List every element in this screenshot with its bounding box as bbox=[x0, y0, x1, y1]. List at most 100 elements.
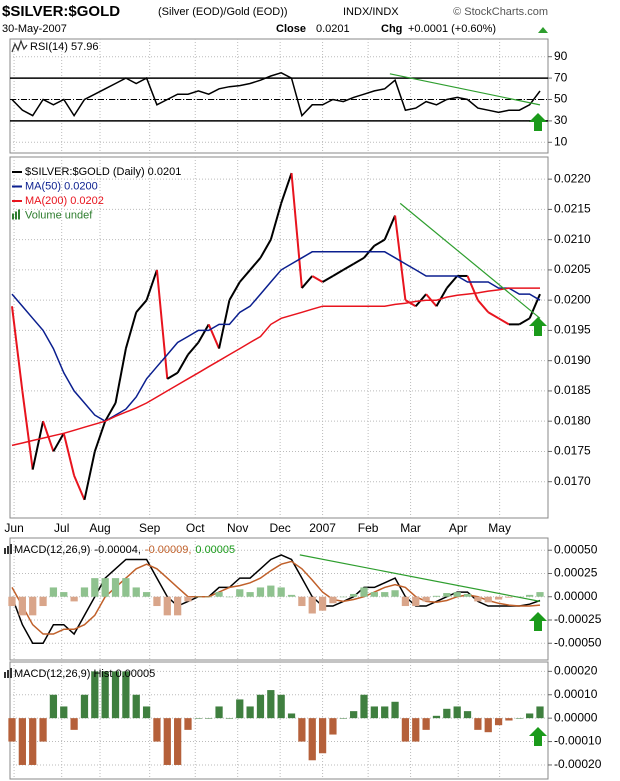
bar bbox=[308, 596, 316, 614]
bar bbox=[122, 671, 130, 719]
panel-title: MACD(12,26,9) -0.00004, -0.00009, 0.00005 bbox=[14, 544, 235, 556]
price-segment bbox=[498, 317, 510, 326]
trendline bbox=[389, 73, 541, 106]
bar bbox=[515, 718, 523, 719]
price-segment bbox=[249, 257, 262, 271]
bar bbox=[60, 592, 68, 597]
price-segment bbox=[290, 173, 303, 289]
y-tick-label: 0.0195 bbox=[554, 323, 591, 337]
description: (Silver (EOD)/Gold (EOD)) bbox=[158, 6, 288, 18]
bar bbox=[163, 596, 171, 616]
bar bbox=[153, 718, 161, 742]
bar bbox=[277, 694, 285, 719]
price-segment bbox=[145, 269, 158, 301]
legend-label: $SILVER:$GOLD (Daily) 0.0201 bbox=[25, 166, 181, 178]
close: 0.0201 bbox=[316, 23, 350, 35]
date: 30-May-2007 bbox=[2, 23, 67, 35]
series-line bbox=[11, 71, 541, 118]
y-tick-label: 0.0170 bbox=[554, 474, 591, 488]
price-segment bbox=[301, 275, 313, 289]
bar bbox=[370, 706, 378, 719]
bar bbox=[401, 718, 410, 742]
up-indicator bbox=[538, 27, 548, 33]
close-label: Close bbox=[276, 23, 306, 35]
bar bbox=[225, 596, 234, 598]
bar bbox=[122, 578, 130, 597]
y-tick-label: 50 bbox=[554, 92, 568, 106]
arrows bbox=[529, 113, 547, 746]
title-icon bbox=[7, 670, 9, 678]
price-segment bbox=[187, 341, 200, 356]
legend-swatch bbox=[15, 211, 17, 220]
price-segment bbox=[477, 299, 489, 313]
bar bbox=[215, 706, 223, 719]
panel-title-text: MACD(12,26,9) Hist 0.00005 bbox=[14, 668, 155, 680]
bar bbox=[49, 694, 58, 719]
legend-label: Volume undef bbox=[25, 209, 93, 221]
bar bbox=[463, 711, 472, 719]
bar bbox=[287, 594, 296, 597]
arrow bbox=[529, 317, 547, 336]
bar bbox=[494, 596, 503, 600]
bar bbox=[360, 587, 368, 597]
price-segment bbox=[166, 371, 179, 380]
bar bbox=[536, 706, 544, 719]
price-segment bbox=[280, 172, 293, 204]
bar bbox=[70, 596, 78, 602]
bar bbox=[484, 718, 492, 733]
price-segment bbox=[394, 215, 407, 301]
price-segment bbox=[466, 275, 479, 301]
y-tick-label: 0.0175 bbox=[554, 444, 591, 458]
price-segment bbox=[21, 390, 34, 470]
bar bbox=[298, 596, 306, 607]
x-tick-label: Jul bbox=[54, 521, 69, 535]
bar bbox=[277, 587, 285, 597]
price-segment bbox=[104, 402, 117, 422]
legend-label: 0.00005 bbox=[195, 544, 235, 556]
bar bbox=[432, 715, 441, 719]
bar bbox=[474, 718, 482, 730]
price-segment bbox=[114, 348, 127, 404]
price-segment bbox=[52, 432, 65, 452]
bar bbox=[101, 671, 109, 719]
legend-swatch bbox=[18, 209, 20, 220]
bar bbox=[236, 589, 244, 597]
bar bbox=[287, 713, 296, 719]
title-icon bbox=[10, 668, 12, 678]
bar bbox=[350, 711, 358, 719]
bar bbox=[184, 718, 192, 730]
price-segment bbox=[311, 275, 324, 283]
bar bbox=[225, 718, 234, 719]
x-tick-label: Feb bbox=[358, 521, 379, 535]
bar bbox=[236, 699, 244, 719]
bar bbox=[412, 718, 420, 742]
x-tick-label: Dec bbox=[269, 521, 290, 535]
price-segment bbox=[155, 269, 169, 379]
y-tick-label: 90 bbox=[554, 49, 568, 63]
bar bbox=[463, 593, 472, 597]
x-tick-label: Oct bbox=[186, 521, 205, 535]
bar bbox=[505, 718, 513, 721]
bar bbox=[29, 596, 37, 616]
price-segment bbox=[383, 215, 396, 241]
y-tick-label: 0.0215 bbox=[554, 202, 591, 216]
bar bbox=[391, 590, 399, 597]
price-segment bbox=[446, 275, 458, 289]
bar bbox=[184, 596, 192, 602]
y-tick-label: 0.00050 bbox=[554, 542, 598, 556]
bar bbox=[360, 694, 368, 719]
bar bbox=[194, 718, 202, 719]
title-icon bbox=[7, 546, 9, 554]
price-segment bbox=[518, 317, 531, 326]
y-tick-label: 0.00000 bbox=[554, 589, 598, 603]
bar bbox=[29, 718, 37, 765]
title-icon bbox=[11, 39, 28, 53]
bar bbox=[401, 596, 410, 607]
bar bbox=[350, 593, 358, 597]
y-tick-label: -0.00020 bbox=[554, 757, 602, 771]
bar bbox=[101, 578, 109, 597]
price-segment bbox=[373, 238, 386, 247]
y-tick-label: 0.00025 bbox=[554, 566, 598, 580]
price-segment bbox=[93, 420, 107, 452]
y-tick-label: 10 bbox=[554, 134, 568, 148]
